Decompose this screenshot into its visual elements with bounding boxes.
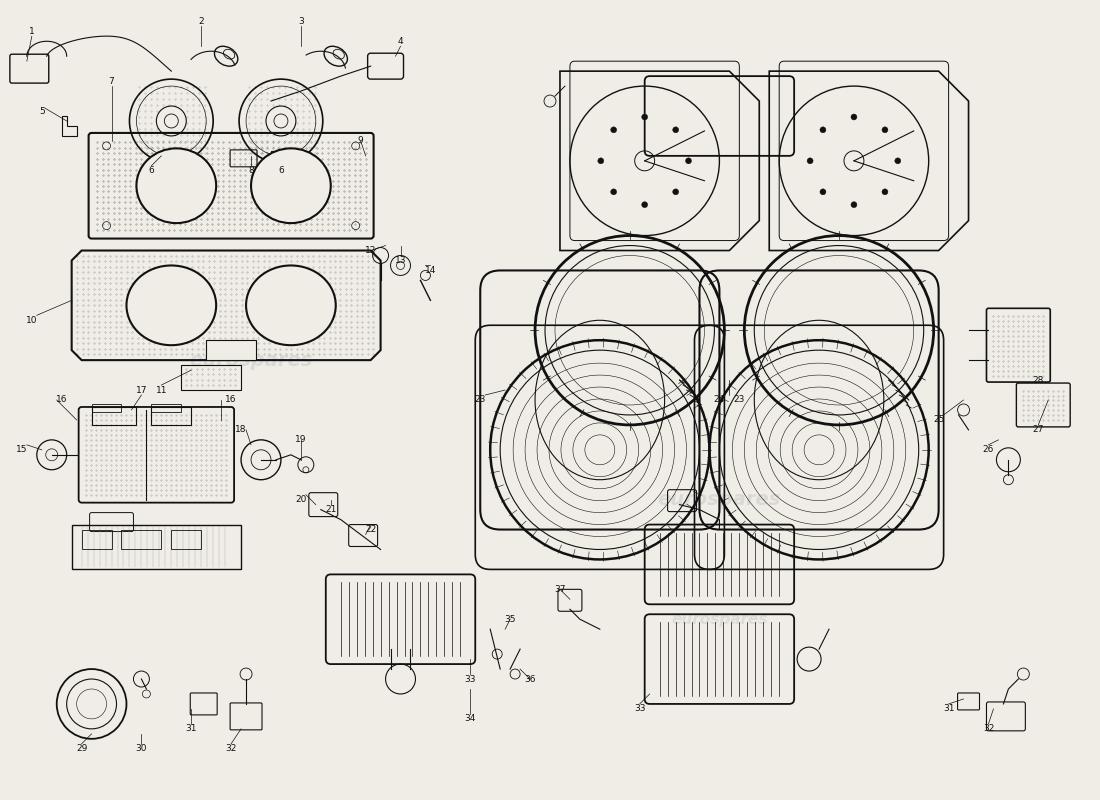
Text: 32: 32 xyxy=(982,724,994,734)
Bar xyxy=(152,404,182,412)
Text: 21: 21 xyxy=(326,505,337,514)
Text: 30: 30 xyxy=(135,744,147,754)
Text: 35: 35 xyxy=(505,614,516,624)
Circle shape xyxy=(641,202,648,208)
Text: 16: 16 xyxy=(56,395,67,405)
Text: 33: 33 xyxy=(464,674,476,683)
Text: 29: 29 xyxy=(76,744,87,754)
Text: 18: 18 xyxy=(235,426,246,434)
Text: 37: 37 xyxy=(554,585,565,594)
Circle shape xyxy=(820,127,826,133)
Circle shape xyxy=(851,202,857,208)
Text: 33: 33 xyxy=(634,705,646,714)
Text: 32: 32 xyxy=(226,744,236,754)
Bar xyxy=(91,407,136,425)
Text: 31: 31 xyxy=(186,724,197,734)
Bar xyxy=(91,404,121,412)
Ellipse shape xyxy=(126,266,217,345)
Text: 9: 9 xyxy=(358,137,363,146)
Text: 34: 34 xyxy=(464,714,476,723)
Text: 3: 3 xyxy=(298,17,304,26)
Circle shape xyxy=(156,106,186,136)
Bar xyxy=(206,340,256,360)
Bar xyxy=(172,151,191,163)
Text: eurospares: eurospares xyxy=(671,612,768,626)
Circle shape xyxy=(610,127,617,133)
Text: 10: 10 xyxy=(26,316,37,325)
Circle shape xyxy=(685,158,692,164)
Text: 1: 1 xyxy=(29,26,35,36)
Text: 25: 25 xyxy=(933,415,944,425)
Circle shape xyxy=(807,158,813,164)
Text: 24: 24 xyxy=(714,395,725,405)
Text: 36: 36 xyxy=(525,674,536,683)
Bar xyxy=(271,151,290,163)
Text: 8: 8 xyxy=(249,166,254,175)
Circle shape xyxy=(882,189,888,195)
Text: 13: 13 xyxy=(395,256,406,265)
Text: 19: 19 xyxy=(295,435,307,444)
Text: 27: 27 xyxy=(1033,426,1044,434)
Text: 14: 14 xyxy=(425,266,436,275)
Circle shape xyxy=(820,189,826,195)
Ellipse shape xyxy=(246,266,336,345)
Text: 28: 28 xyxy=(1033,375,1044,385)
Text: 15: 15 xyxy=(16,446,28,454)
Ellipse shape xyxy=(251,148,331,223)
Bar xyxy=(152,407,191,425)
Text: 23: 23 xyxy=(474,395,486,405)
Bar xyxy=(121,530,162,550)
Circle shape xyxy=(894,158,901,164)
Text: 7: 7 xyxy=(109,77,114,86)
Text: eurospares: eurospares xyxy=(189,350,312,370)
Text: 11: 11 xyxy=(155,386,167,394)
Text: 17: 17 xyxy=(135,386,147,394)
Circle shape xyxy=(882,127,888,133)
Circle shape xyxy=(266,106,296,136)
Text: 16: 16 xyxy=(226,395,236,405)
Text: 23: 23 xyxy=(734,395,745,405)
Text: 2: 2 xyxy=(198,17,204,26)
Bar xyxy=(172,530,201,550)
Circle shape xyxy=(851,114,857,120)
Text: 22: 22 xyxy=(365,525,376,534)
Bar xyxy=(81,530,111,550)
Text: 20: 20 xyxy=(295,495,307,504)
Bar xyxy=(72,525,241,570)
Text: 5: 5 xyxy=(39,106,45,115)
Text: 26: 26 xyxy=(982,446,994,454)
Circle shape xyxy=(610,189,617,195)
Ellipse shape xyxy=(136,148,217,223)
Bar xyxy=(182,365,241,390)
Text: 12: 12 xyxy=(365,246,376,255)
Text: 4: 4 xyxy=(398,37,404,46)
Text: 6: 6 xyxy=(278,166,284,175)
Text: 6: 6 xyxy=(148,166,154,175)
Circle shape xyxy=(641,114,648,120)
Circle shape xyxy=(673,189,679,195)
Text: eurospares: eurospares xyxy=(658,490,781,509)
Circle shape xyxy=(673,127,679,133)
Circle shape xyxy=(597,158,604,164)
Text: 31: 31 xyxy=(943,705,955,714)
